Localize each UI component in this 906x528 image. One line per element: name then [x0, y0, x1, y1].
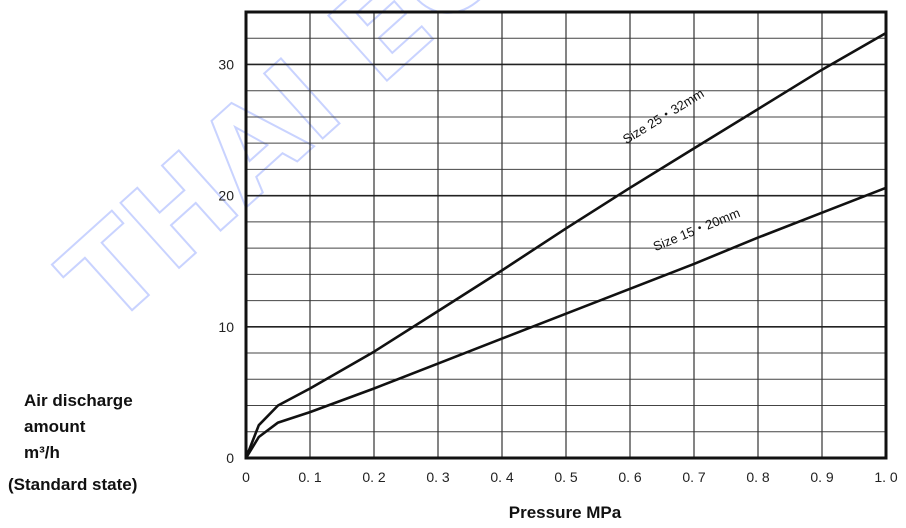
y-tick-label: 10: [218, 319, 234, 335]
y-tick-label: 20: [218, 188, 234, 204]
x-tick-label: 0: [242, 469, 250, 485]
y-tick-label: 30: [218, 56, 234, 72]
watermark: THAI EC: [36, 0, 524, 352]
series-line: [244, 31, 887, 459]
y-axis-title-line: Air discharge: [24, 391, 133, 410]
x-tick-label: 0. 2: [362, 469, 386, 485]
x-tick-label: 0. 5: [554, 469, 578, 485]
series-label: Size 15・20mm: [651, 205, 742, 254]
plot-frame: [244, 10, 888, 460]
y-axis-title: Air discharge amount m³/h (Standard state): [8, 391, 137, 494]
x-axis-title: Pressure MPa: [509, 503, 622, 522]
x-axis-ticks: 0 0. 1 0. 2 0. 3 0. 4 0. 5 0. 6 0. 7 0. 8 0. 9 1. …: [242, 469, 898, 485]
y-axis-title-line: (Standard state): [8, 475, 137, 494]
y-tick-label: 0: [226, 450, 234, 466]
x-tick-label: 0. 1: [298, 469, 322, 485]
x-tick-label: 0. 7: [682, 469, 706, 485]
x-tick-label: 0. 8: [746, 469, 770, 485]
y-axis-ticks: 0 10 20 30: [218, 56, 234, 466]
x-tick-label: 0. 4: [490, 469, 514, 485]
x-tick-label: 0. 6: [618, 469, 642, 485]
y-axis-title-line: amount: [24, 417, 86, 436]
grid-major: [246, 12, 886, 458]
series-line: [244, 186, 887, 459]
y-axis-title-line: m³/h: [24, 443, 60, 462]
x-tick-label: 1. 0: [874, 469, 898, 485]
x-tick-label: 0. 9: [810, 469, 834, 485]
x-tick-label: 0. 3: [426, 469, 450, 485]
